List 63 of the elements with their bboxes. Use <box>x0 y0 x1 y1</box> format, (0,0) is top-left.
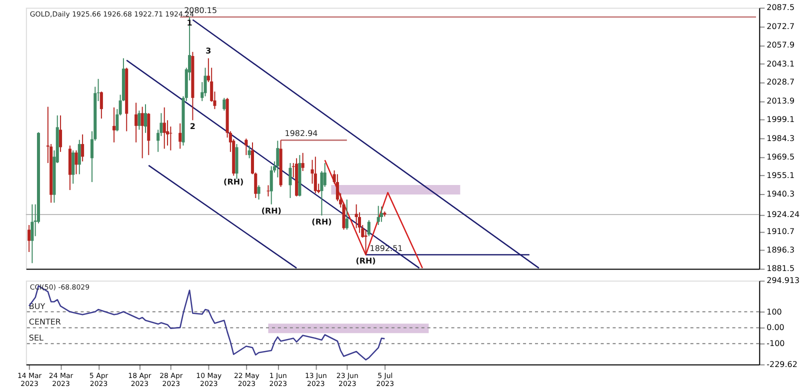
candlestick <box>81 134 84 162</box>
annotation: 2 <box>190 122 196 132</box>
y-tick-label: 1910.7 <box>766 227 795 236</box>
candlestick <box>354 204 358 229</box>
candlestick <box>364 229 368 256</box>
candlestick <box>134 102 138 143</box>
candlestick <box>248 145 251 159</box>
y-tick-label: 294.913 <box>766 276 800 286</box>
candlestick <box>30 204 34 264</box>
y-tick-label: 100 <box>766 307 782 316</box>
annotation: 3 <box>206 46 212 56</box>
candlestick <box>270 166 273 205</box>
y-tick-label: 0.00 <box>766 323 784 332</box>
candlestick <box>72 150 75 184</box>
line-series <box>28 285 386 360</box>
candlestick <box>314 156 317 194</box>
y-tick-label: 2043.1 <box>766 59 795 68</box>
candlestick <box>244 138 248 156</box>
y-tick-label: 1984.3 <box>766 134 795 143</box>
annotation: (RH) <box>224 178 244 187</box>
candlestick <box>257 184 260 200</box>
y-tick-label: 2087.5 <box>766 3 795 12</box>
candlestick <box>162 106 166 150</box>
y-tick-label: 1999.1 <box>766 115 795 124</box>
candlestick <box>100 91 103 120</box>
y-tick-label: 1924.24 <box>766 210 800 220</box>
candlestick <box>380 206 384 222</box>
candlestick <box>28 224 31 252</box>
ref-line-label: SEL <box>28 334 44 343</box>
candlestick <box>144 104 147 134</box>
ref-line-label: CENTER <box>28 318 62 327</box>
candlestick <box>301 152 304 172</box>
series-label: 1982.94 <box>284 129 318 138</box>
y-tick-label: -100 <box>766 339 785 348</box>
y-tick-label: 1896.3 <box>766 245 795 254</box>
y-tick-label: 1955.1 <box>766 170 795 180</box>
annotation: (RH) <box>356 256 376 266</box>
y-tick-label: 2013.9 <box>766 96 795 106</box>
y-tick-label: -229.62 <box>766 360 798 369</box>
y-tick-label: 1969.5 <box>766 152 795 162</box>
candlestick <box>178 122 182 150</box>
y-tick-label: 2072.7 <box>766 22 795 31</box>
candlestick <box>376 205 380 226</box>
y-tick-label: 1881.5 <box>766 264 795 274</box>
candlestick <box>204 67 207 97</box>
candlestick <box>78 139 81 175</box>
candlestick <box>345 199 348 230</box>
y-tick-label: 2057.9 <box>766 40 795 50</box>
annotation: (RH) <box>261 206 282 216</box>
candlestick <box>112 106 116 143</box>
y-tick-label: 1940.3 <box>766 190 795 199</box>
candlestick <box>323 162 326 188</box>
candlestick <box>276 140 280 178</box>
candlestick <box>138 110 141 130</box>
annotation: (RH) <box>312 217 332 226</box>
y-tick-label: 2028.7 <box>766 78 795 87</box>
candlestick <box>140 106 144 159</box>
candlestick <box>367 220 370 237</box>
candlestick <box>266 184 270 197</box>
candlestick <box>59 114 62 152</box>
candlestick <box>74 150 78 175</box>
candlestick <box>288 162 292 199</box>
candlestick <box>222 97 226 112</box>
